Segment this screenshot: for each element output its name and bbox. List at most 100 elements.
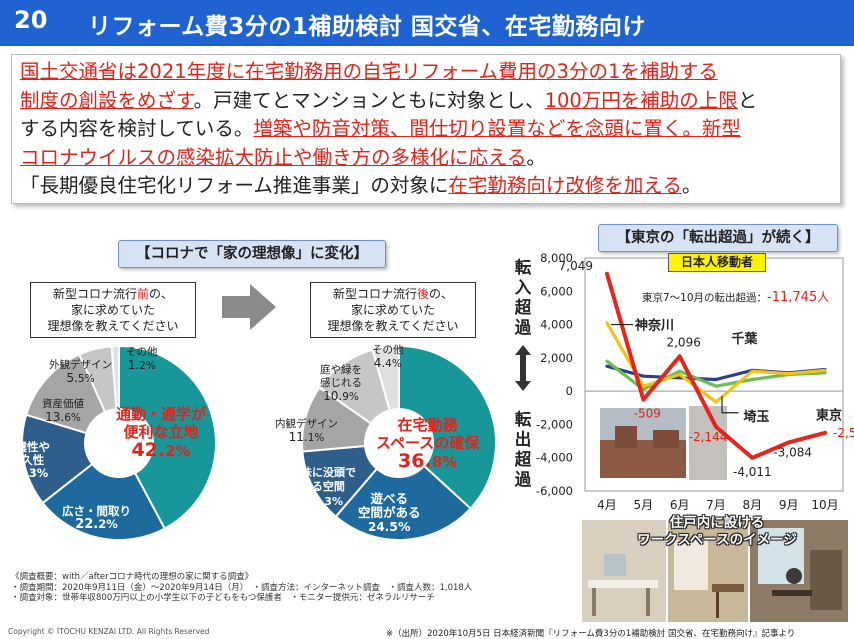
tokyo-station-photo: [600, 406, 727, 480]
label-text: 在宅勤務 スペースの確保: [376, 416, 480, 452]
label-pct: 1.2%: [127, 358, 156, 373]
tokyo-heading: 【東京の「転出超過」が続く】: [598, 224, 838, 252]
question-text: の、: [429, 287, 454, 301]
label-pct: 12.3%: [303, 494, 343, 508]
x-tick-label: 5月: [634, 498, 654, 512]
summary-line-1: 国土交通省は2021年度に在宅勤務用の自宅リフォーム費用の3分の1を補助する: [20, 58, 832, 87]
data-label: -2,144: [689, 430, 728, 444]
arrow-right-icon: [222, 284, 276, 330]
donut-label: 在宅勤務 スペースの確保 36.8%: [376, 416, 479, 471]
question-text: の、: [149, 287, 174, 301]
updown-arrow-icon: [515, 345, 531, 391]
donut-label: 通勤・通学が 便利な立地 42.2%: [116, 405, 206, 460]
summary-text: 増築や防音対策、間仕切り設置などを念頭に置く。新型: [253, 117, 741, 140]
donut-label: その他 1.2%: [126, 346, 158, 373]
label-text: 庭や緑を 感じれる: [320, 364, 362, 389]
line-chart: 8,000 6,000 4,000 2,000 0 -2,000 -4,000 -6,000 4…: [536, 251, 854, 512]
label-text: 内観デザイン: [275, 418, 338, 430]
summary-line-5: 「長期優良住宅化リフォーム推進事業」の対象に在宅勤務向け改修を加える。: [20, 172, 832, 201]
note-line: ・調査対象：世帯年収800万円以上の小学生以下の子どもをもつ保護者 ・モニター提…: [11, 593, 435, 603]
label-pct: 11.1%: [288, 430, 325, 445]
annotation-text: 東京7～10月の転出超過：: [642, 292, 768, 304]
question-line: 新型コロナ流行後の、: [311, 286, 475, 302]
label-pct: 13.6%: [45, 410, 81, 425]
label-text: 資産価値: [42, 398, 84, 410]
label-pct: 4.4%: [373, 356, 402, 371]
y-tick-label: 0: [566, 384, 573, 398]
y-tick-label: 6,000: [540, 284, 573, 298]
label-text: その他: [372, 344, 404, 356]
x-tick-label: 9月: [779, 498, 799, 512]
donut-segment: [334, 464, 472, 541]
summary-text: 100万円を補助の上限: [544, 88, 738, 112]
annotation-unit: 人: [817, 290, 830, 304]
note-line: ・調査期間：2020年9月11日（金）～2020年9月14日（月） ・調査方法：…: [11, 582, 473, 593]
summary-text: 「長期優良住宅化リフォーム推進事業」の対象に: [20, 174, 449, 197]
donut-label: 趣味に没頭で きる空間 12.3%: [290, 466, 356, 509]
y-tick-label: -4,000: [536, 451, 573, 465]
series-name-label: 神奈川: [635, 318, 674, 334]
question-emphasis: 前: [136, 287, 149, 301]
outflow-label: 転出超過: [514, 410, 532, 489]
question-before: 新型コロナ流行前の、 家に求めていた 理想像を教えてください: [30, 282, 196, 338]
question-line: 理想像を教えてください: [47, 319, 179, 333]
slide-number: 20: [14, 6, 48, 34]
donut-segment: [118, 344, 217, 530]
donut-label: 内観デザイン 11.1%: [275, 418, 338, 445]
y-tick-label: -6,000: [536, 484, 573, 498]
question-text: 新型コロナ流行: [332, 287, 417, 301]
y-tick-label: -2,000: [536, 417, 573, 431]
survey-notes: 《調査概要：with／afterコロナ時代の理想の家に関する調査》 ・調査期間：…: [11, 572, 472, 604]
question-after: 新型コロナ流行後の、 家に求めていた 理想像を教えてください: [310, 282, 476, 338]
summary-text: 。: [526, 145, 546, 169]
label-text: 趣味に没頭で きる空間: [290, 466, 356, 493]
data-label: 7,049: [559, 259, 593, 273]
data-label: -4,011: [733, 465, 772, 479]
summary-text: と: [737, 88, 758, 112]
question-text: 新型コロナ流行: [52, 287, 137, 301]
donut-chart-before: [21, 344, 217, 541]
label-text: 遊べる 空間がある: [358, 491, 421, 520]
y-tick-label: 2,000: [540, 351, 573, 365]
japanese-movers-badge: 日本人移動者: [668, 253, 766, 272]
donut-segment: [398, 344, 497, 510]
donut-segment: [24, 353, 107, 435]
label-pct: 5.5%: [66, 371, 95, 386]
label-pct: 42.2%: [131, 439, 191, 461]
slide-title: リフォーム費3分の1補助検討 国交省、在宅勤務向け: [88, 14, 646, 40]
label-pct: 36.8%: [398, 450, 458, 472]
data-label: 2,096: [666, 335, 700, 349]
annotation-value: -11,745: [767, 290, 818, 305]
summary-text: 。: [681, 174, 702, 197]
summary-text: 在宅勤務向け改修を加える: [448, 174, 682, 197]
donut-segment: [371, 344, 400, 412]
donut-segment: [41, 462, 167, 541]
summary-box: 国土交通省は2021年度に在宅勤務用の自宅リフォーム費用の3分の1を補助する 制…: [11, 54, 841, 204]
series-line-神奈川: [605, 321, 827, 404]
outflow-annotation: 東京7～10月の転出超過：-11,745人: [642, 288, 829, 305]
summary-text: コロナウイルスの感染拡大防止や働き方の多様化に応える: [20, 145, 527, 169]
donut-label: 耐震性や 耐久性 15.3%: [4, 440, 50, 481]
donut-chart-after: [301, 344, 497, 541]
leader-line: [721, 396, 739, 414]
x-tick-label: 8月: [743, 498, 763, 512]
summary-line-4: コロナウイルスの感染拡大防止や働き方の多様化に応える。: [20, 144, 832, 173]
label-text: 外観デザイン: [49, 359, 112, 371]
x-tick-label: 4月: [597, 498, 617, 512]
label-text: 耐震性や 耐久性: [4, 440, 50, 467]
label-pct: 15.3%: [5, 466, 49, 481]
summary-text: する内容を検討している。: [20, 117, 254, 140]
workspace-photos: [582, 520, 848, 622]
y-tick-label: 4,000: [540, 318, 573, 332]
inflow-label: 転入超過: [514, 258, 532, 337]
question-line: 新型コロナ流行前の、: [31, 286, 195, 302]
x-tick-label: 6月: [670, 498, 690, 512]
question-line: 家に求めていた: [350, 303, 435, 317]
x-tick-label: 7月: [706, 498, 726, 512]
data-label: -509: [634, 407, 661, 421]
label-text: その他: [126, 346, 158, 358]
source-note: ※（出所）2020年10月5日 日本経済新聞『リフォーム費3分の1補助検討 国交…: [386, 629, 796, 639]
label-pct: 10.9%: [323, 389, 359, 404]
label-pct: 24.5%: [368, 519, 411, 535]
series-name-label: 東京: [816, 407, 842, 423]
